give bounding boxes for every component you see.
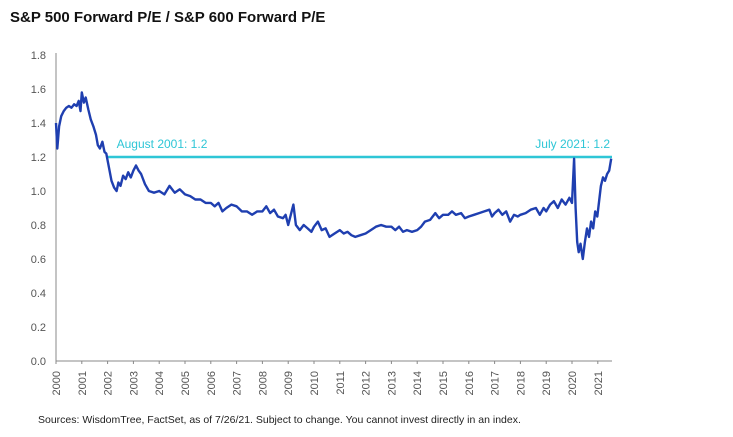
x-tick-label: 2012 (361, 371, 373, 395)
y-axis: 0.0 0.2 0.4 0.6 0.8 1.0 1.2 1.4 1.6 1.8 (31, 50, 57, 368)
x-tick-label: 2014 (412, 371, 424, 395)
y-tick-label: 1.6 (31, 84, 46, 96)
source-note: Sources: WisdomTree, FactSet, as of 7/26… (38, 414, 521, 426)
y-tick-label: 0.0 (31, 356, 46, 368)
x-tick-label: 2007 (232, 371, 244, 395)
x-tick-label: 2020 (567, 371, 579, 395)
x-tick-label: 2006 (206, 371, 218, 395)
y-tick-label: 1.0 (31, 186, 46, 198)
x-tick-label: 2001 (77, 371, 89, 395)
annotation-start: August 2001: 1.2 (117, 137, 208, 151)
x-tick-label: 2002 (103, 371, 115, 395)
x-tick-label: 2017 (490, 371, 502, 395)
x-tick-label: 2011 (335, 371, 347, 395)
x-tick-label: 2013 (386, 371, 398, 395)
y-tick-label: 0.6 (31, 254, 46, 266)
series-line-0 (54, 91, 613, 261)
chart-title: S&P 500 Forward P/E / S&P 600 Forward P/… (10, 9, 326, 26)
plot-area: August 2001: 1.2 July 2021: 1.2 (54, 91, 613, 261)
x-tick-label: 2018 (515, 371, 527, 395)
y-tick-label: 1.2 (31, 152, 46, 164)
x-tick-label: 2000 (51, 371, 63, 395)
x-tick-label: 2016 (464, 371, 476, 395)
y-tick-label: 0.8 (31, 220, 46, 232)
annotation-end: July 2021: 1.2 (535, 137, 610, 151)
x-axis: 2000 2001 2002 2003 2004 2005 2006 2007 2008 2009… (51, 360, 612, 395)
x-tick-label: 2015 (438, 371, 450, 395)
x-tick-label: 2004 (154, 371, 166, 395)
x-tick-label: 2008 (257, 371, 269, 395)
y-tick-label: 0.4 (31, 288, 46, 300)
x-tick-label: 2005 (180, 371, 192, 395)
x-tick-label: 2021 (593, 371, 605, 395)
y-tick-label: 0.2 (31, 322, 46, 334)
x-tick-label: 2009 (283, 371, 295, 395)
x-tick-label: 2010 (309, 371, 321, 395)
y-tick-label: 1.8 (31, 50, 46, 62)
y-tick-label: 1.4 (31, 118, 46, 130)
x-tick-label: 2003 (128, 371, 140, 395)
x-tick-label: 2019 (541, 371, 553, 395)
